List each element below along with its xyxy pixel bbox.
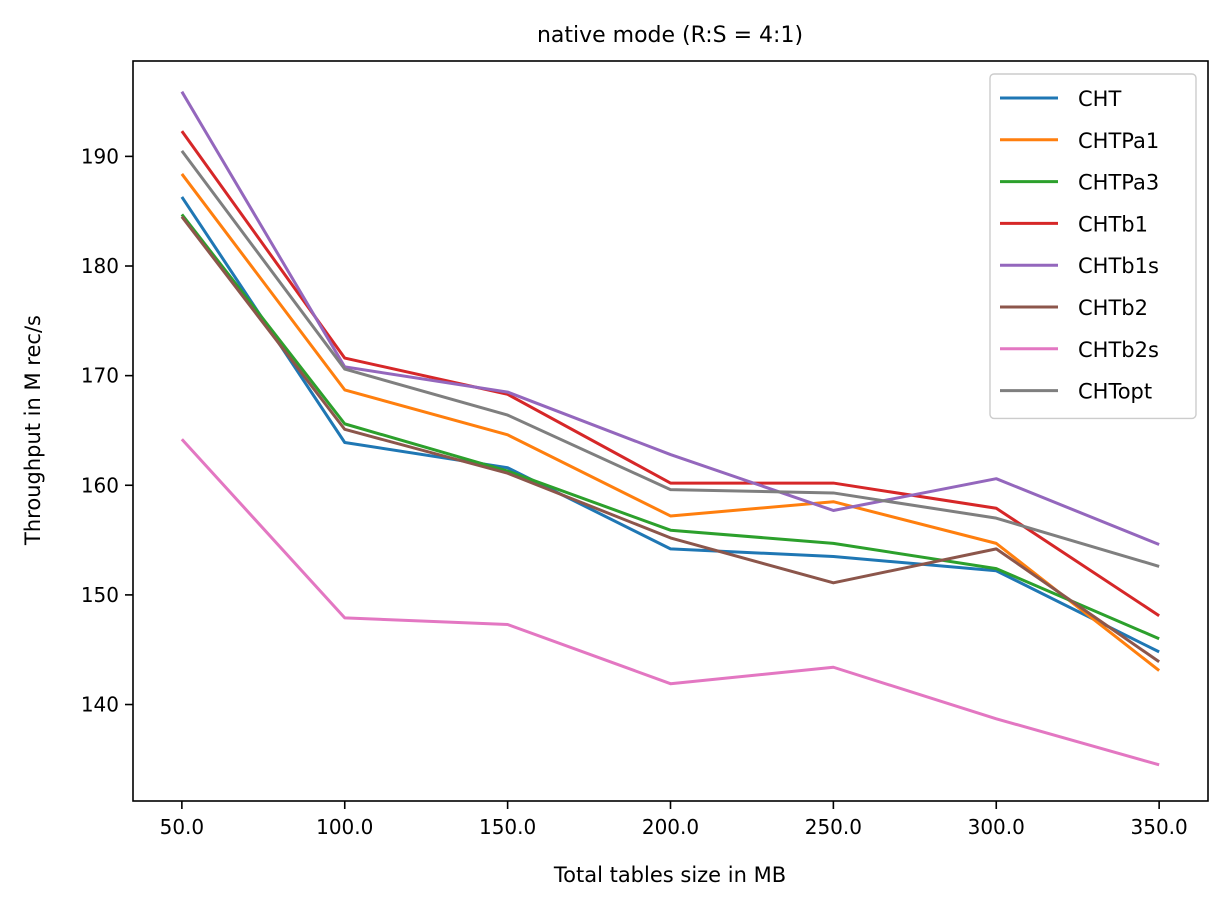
y-tick-label: 190: [81, 144, 119, 168]
series-line-CHTb2s: [180, 438, 1160, 767]
plot-area: 50.0 100.0 150.0 200.0 250.0 300.0 350.0 140 150…: [81, 60, 1209, 839]
y-tick-label: 160: [81, 473, 119, 497]
series-line-CHTPa1: [180, 173, 1161, 672]
legend-label: CHTPa1: [1078, 129, 1159, 153]
legend-label: CHTb1: [1078, 212, 1148, 236]
x-tick-label: 100.0: [316, 815, 373, 839]
series-line-CHTb2: [180, 215, 1160, 664]
y-tick-label: 180: [81, 254, 119, 278]
legend-box: [989, 73, 1197, 420]
legend-label: CHT: [1078, 87, 1121, 111]
x-tick-label: 250.0: [805, 815, 862, 839]
y-tick-label: 140: [81, 693, 119, 717]
legend-label: CHTPa3: [1078, 171, 1159, 195]
legend: CHT CHTPa1 CHTPa3 CHTb1 CHTb1s CHTb2 CHTb2s CHT…: [989, 73, 1197, 420]
x-tick-label: 200.0: [642, 815, 699, 839]
chart-title: native mode (R:S = 4:1): [537, 23, 803, 48]
x-axis-label: Total tables size in MB: [553, 863, 786, 887]
x-tick-label: 350.0: [1131, 815, 1188, 839]
series-line-CHTPa3: [180, 213, 1160, 641]
x-tick-label: 50.0: [160, 815, 205, 839]
legend-label: CHTb1s: [1078, 254, 1159, 278]
legend-label: CHTopt: [1078, 380, 1152, 404]
x-tick-label: 150.0: [479, 815, 536, 839]
legend-label: CHTb2: [1078, 296, 1148, 320]
y-axis-label: Throughput in M rec/s: [21, 315, 45, 546]
legend-label: CHTb2s: [1078, 338, 1159, 362]
y-tick-label: 170: [81, 364, 119, 388]
x-tick-label: 300.0: [968, 815, 1025, 839]
series-line-CHTb1: [180, 130, 1160, 617]
y-tick-label: 150: [81, 583, 119, 607]
series-line-CHT: [180, 196, 1160, 654]
series-line-CHTopt: [180, 149, 1160, 568]
